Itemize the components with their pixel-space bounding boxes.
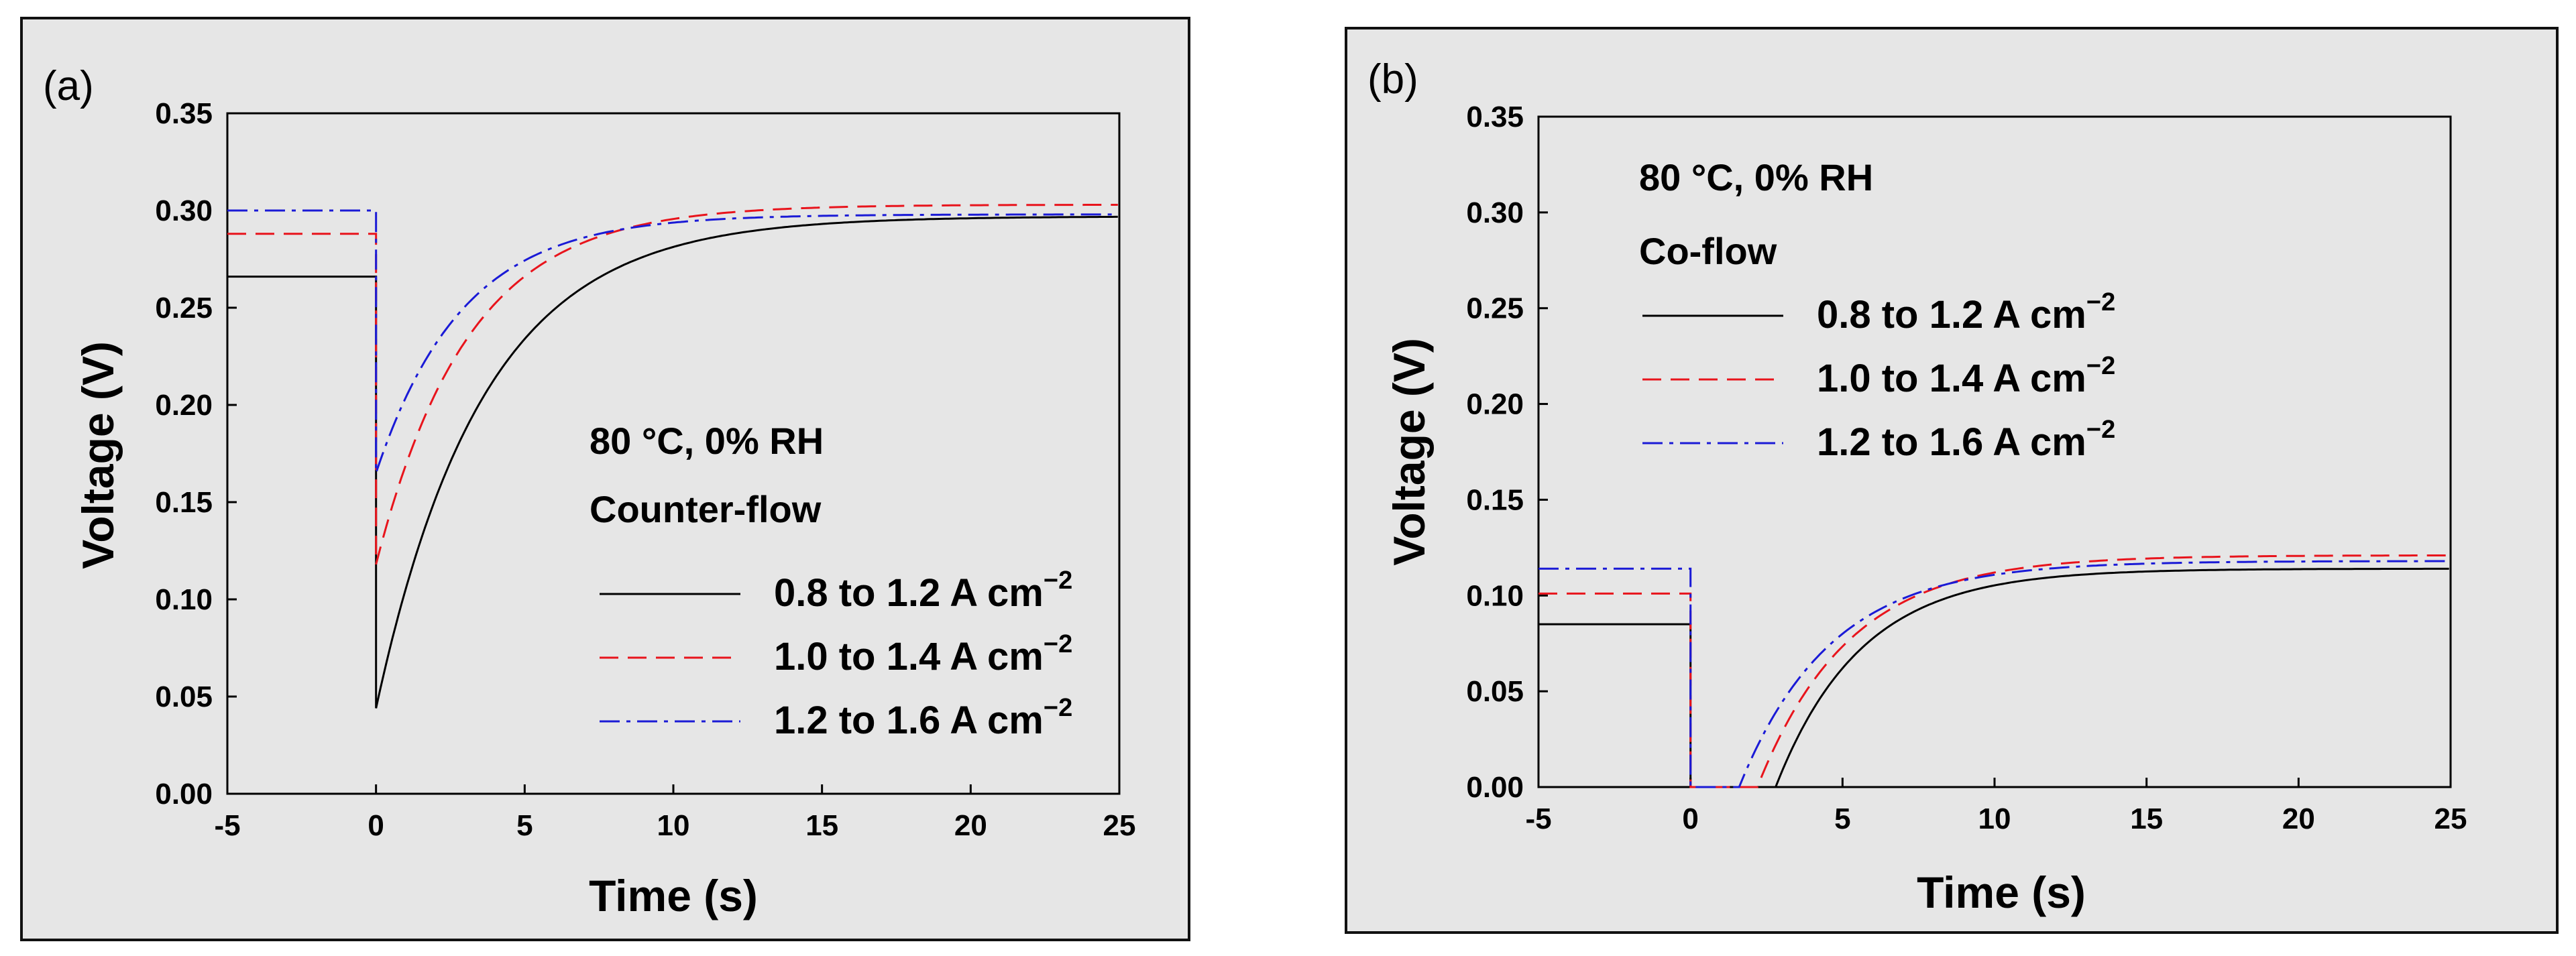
chart-panel-a: (a) 0.00 0.05 0.10 0.15 0.20 0.25 0.30 0.35 -5 0… xyxy=(20,17,1190,941)
x-tick-label: 20 xyxy=(954,809,987,842)
x-tick-label: -5 xyxy=(1525,802,1551,835)
legend-label-3: 1.2 to 1.6 A cm−2 xyxy=(774,694,1072,742)
x-tick-label: 25 xyxy=(1103,809,1136,842)
x-axis-title: Time (s) xyxy=(589,871,758,920)
series-line-2 xyxy=(1538,554,2449,788)
y-tick-label: 0.20 xyxy=(155,389,213,422)
y-ticks: 0.00 0.05 0.10 0.15 0.20 0.25 0.30 0.35 xyxy=(155,97,237,811)
annotation-flow: Counter-flow xyxy=(590,488,822,530)
y-axis-title: Voltage (V) xyxy=(73,341,123,569)
legend-label-3: 1.2 to 1.6 A cm−2 xyxy=(1817,416,2115,464)
series-line-2 xyxy=(227,204,1118,565)
legend: 0.8 to 1.2 A cm−2 1.0 to 1.4 A cm−2 1.2 to… xyxy=(1642,288,2115,464)
legend-label-2: 1.0 to 1.4 A cm−2 xyxy=(1817,352,2115,400)
y-tick-label: 0.05 xyxy=(155,680,213,713)
x-ticks: -5 0 5 10 15 20 25 xyxy=(214,784,1135,842)
x-axis-title: Time (s) xyxy=(1917,868,2086,917)
y-tick-label: 0.25 xyxy=(1466,292,1524,325)
y-tick-label: 0.30 xyxy=(1466,196,1524,229)
annotation-condition: 80 °C, 0% RH xyxy=(590,420,824,462)
legend-label-2: 1.0 to 1.4 A cm−2 xyxy=(774,630,1072,678)
chart-b-svg: (b) 0.000.050.100.150.200.250.300.35 -5 0… xyxy=(1367,56,2467,917)
chart-a-svg: (a) 0.000.050.100.150.200.250.300.35 -5 0… xyxy=(43,63,1135,920)
y-tick-label: 0.20 xyxy=(1466,388,1524,421)
x-tick-label: 15 xyxy=(2130,802,2163,835)
x-tick-label: 20 xyxy=(2282,802,2315,835)
y-tick-label: 0.00 xyxy=(155,778,213,811)
y-tick-label: 0.10 xyxy=(155,583,213,616)
y-axis-title: Voltage (V) xyxy=(1384,338,1434,566)
series-line-1 xyxy=(1538,567,2449,788)
x-tick-label: 0 xyxy=(1682,802,1698,835)
chart-panel-b: (b) 0.00 0.05 0.10 0.15 0.20 0.25 0.30 0.35 -5 0… xyxy=(1345,27,2559,934)
y-tick-label: 0.15 xyxy=(155,486,213,519)
series-line-3 xyxy=(1538,560,2449,788)
y-tick-label: 0.05 xyxy=(1466,675,1524,708)
annotation-flow: Co-flow xyxy=(1639,230,1777,272)
y-tick-label: 0.00 xyxy=(1466,771,1524,804)
x-tick-label: 15 xyxy=(805,809,838,842)
x-tick-label: -5 xyxy=(214,809,240,842)
y-tick-label: 0.30 xyxy=(155,194,213,227)
x-tick-label: 25 xyxy=(2434,802,2467,835)
y-tick-label: 0.15 xyxy=(1466,483,1524,516)
annotation-condition-text: 80 °C, 0% RH xyxy=(590,420,824,462)
panel-label: (a) xyxy=(43,63,94,109)
series-line-3 xyxy=(227,209,1118,473)
y-ticks: 0.00 0.05 0.10 0.15 0.20 0.25 0.30 0.35 xyxy=(1466,101,1548,804)
panel-label: (b) xyxy=(1367,56,1418,103)
x-tick-label: 10 xyxy=(1978,802,2011,835)
y-tick-label: 0.25 xyxy=(155,292,213,324)
curves xyxy=(1538,554,2449,788)
series-line-1 xyxy=(227,215,1118,709)
legend-label-1: 0.8 to 1.2 A cm−2 xyxy=(1817,288,2115,337)
legend: 0.8 to 1.2 A cm−2 1.0 to 1.4 A cm−2 1.2 to… xyxy=(600,566,1072,742)
y-tick-label: 0.35 xyxy=(155,97,213,130)
x-ticks: -5 0 5 10 15 20 25 xyxy=(1525,778,2467,835)
legend-label-1: 0.8 to 1.2 A cm−2 xyxy=(774,566,1072,615)
x-tick-label: 5 xyxy=(1834,802,1850,835)
annotation-condition: 80 °C, 0% RH xyxy=(1639,156,1873,198)
y-tick-label: 0.10 xyxy=(1466,579,1524,612)
x-tick-label: 0 xyxy=(368,809,384,842)
curves xyxy=(227,204,1118,709)
x-tick-label: 5 xyxy=(516,809,533,842)
x-tick-label: 10 xyxy=(657,809,690,842)
y-tick-label: 0.35 xyxy=(1466,101,1524,133)
